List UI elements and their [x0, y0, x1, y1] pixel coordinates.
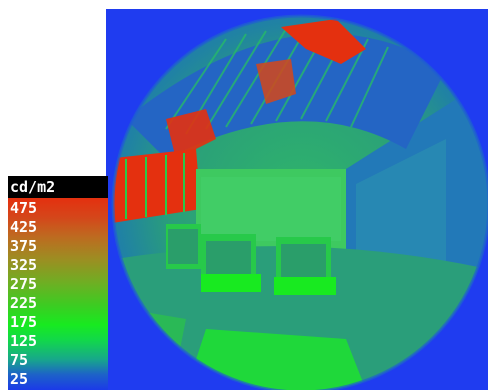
- chair-1: [201, 234, 261, 292]
- legend-color-bar: [8, 198, 108, 390]
- chair-2: [274, 237, 336, 295]
- left-window-hotspot: [113, 149, 201, 224]
- legend-tick-label: 225: [10, 294, 38, 312]
- fisheye-render: [111, 14, 488, 390]
- ceiling-hotspot: [281, 19, 366, 64]
- legend-tick-label: 25: [10, 370, 29, 388]
- legend-tick-label: 275: [10, 275, 38, 293]
- legend-tick-label: 75: [10, 351, 29, 369]
- legend-tick-label: 125: [10, 332, 38, 350]
- legend-tick-label: 375: [10, 237, 38, 255]
- foreground-bright-patch: [186, 329, 366, 390]
- legend-tick-label: 425: [10, 218, 38, 236]
- luminance-legend: cd/m2 475 425 375 325 275 225 175 125 75…: [8, 176, 108, 390]
- legend-tick-label: 325: [10, 256, 38, 274]
- chair-3: [166, 224, 201, 269]
- legend-tick-label: 475: [10, 199, 38, 217]
- legend-unit-label: cd/m2: [8, 176, 108, 198]
- legend-tick-label: 175: [10, 313, 38, 331]
- fisheye-luminance-image: [106, 9, 488, 390]
